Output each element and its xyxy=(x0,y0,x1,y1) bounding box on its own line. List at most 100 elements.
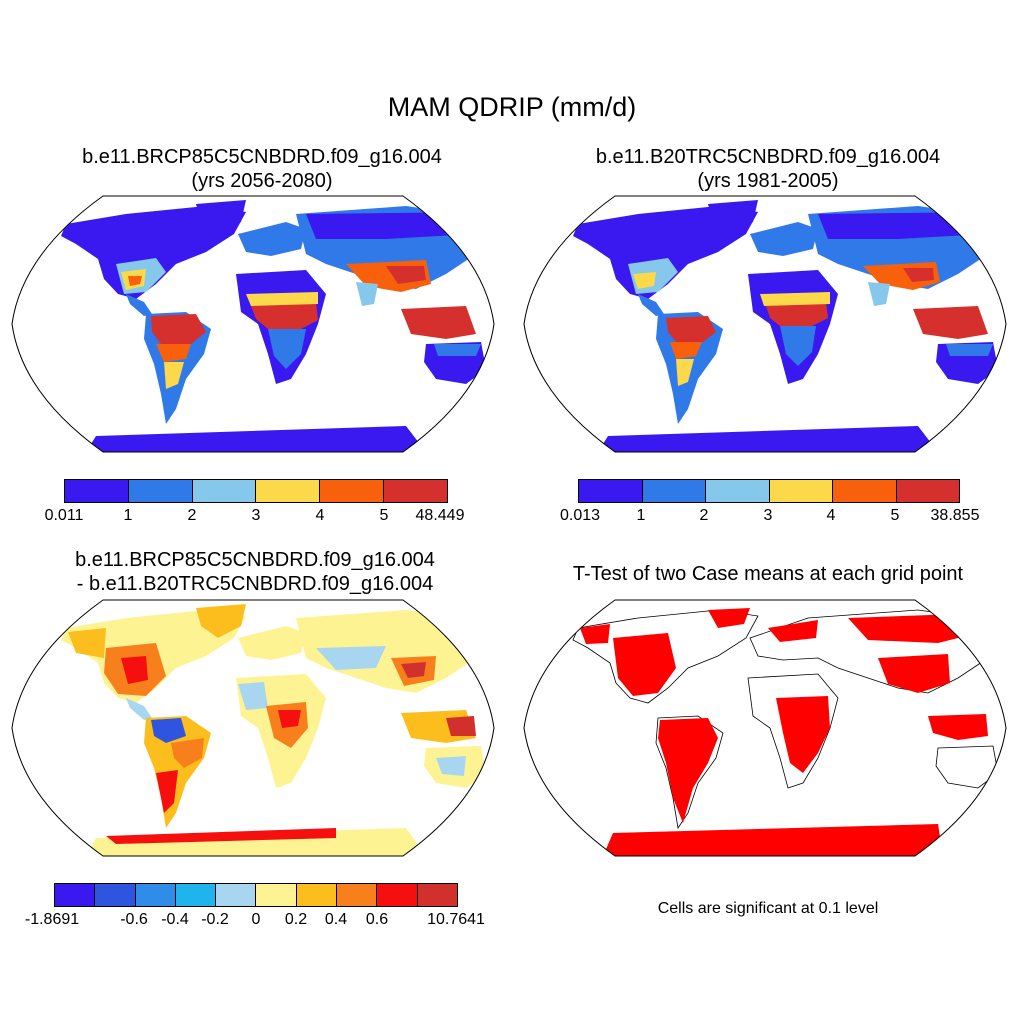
antarctica-edge xyxy=(106,828,336,844)
panel1-tick: 4 xyxy=(315,507,325,524)
panel4-title-line1: T-Test of two Case means at each grid po… xyxy=(572,563,964,585)
europe xyxy=(238,222,306,256)
panel1-map xyxy=(6,194,500,454)
panel3-colorbar-seg xyxy=(175,884,217,906)
sig-north-america-west xyxy=(580,624,610,644)
panel1-tick: 3 xyxy=(251,507,261,524)
panel3-title-line2: - b.e11.B20TRC5CNBDRD.f09_g16.004 xyxy=(76,573,434,595)
panel1-title-line1: b.e11.BRCP85C5CNBDRD.f09_g16.004 xyxy=(82,146,442,168)
panel2-tick: 1 xyxy=(636,507,646,524)
asia-mid xyxy=(316,646,386,670)
south-america-outline xyxy=(655,715,724,830)
panel1-tick: 48.449 xyxy=(415,507,465,524)
sig-asia-north xyxy=(848,614,978,643)
panel3-colorbar-seg xyxy=(256,884,297,906)
south-america-mid xyxy=(676,359,694,386)
panel1-colorbar-seg xyxy=(256,480,321,502)
north-america-se xyxy=(633,272,656,289)
globe-outline xyxy=(11,195,495,453)
panel1-tick: 2 xyxy=(187,507,197,524)
sig-africa xyxy=(776,696,830,773)
globe-outline xyxy=(11,599,495,857)
africa-west xyxy=(238,682,268,710)
central-america xyxy=(126,294,152,316)
australia-outline xyxy=(935,745,999,789)
panel2-tick: 5 xyxy=(890,507,900,524)
europe xyxy=(750,222,818,256)
panel1-colorbar-seg xyxy=(65,480,129,502)
panel2-title: b.e11.B20TRC5CNBDRD.f09_g16.004 (yrs 198… xyxy=(512,145,1024,193)
australia-coast xyxy=(434,344,481,356)
antarctica xyxy=(86,426,426,452)
globe-outline xyxy=(523,195,1007,453)
panel1-colorbar xyxy=(64,479,448,503)
panel3-tick: -0.4 xyxy=(161,911,189,928)
panel2-colorbar-seg xyxy=(579,480,643,502)
africa-core xyxy=(278,710,301,728)
panel2-title-line1: b.e11.B20TRC5CNBDRD.f09_g16.004 xyxy=(595,146,941,168)
panel3-colorbar-seg xyxy=(417,884,457,906)
panel3-tick: -1.8691 xyxy=(24,911,80,928)
panel2-tick: 4 xyxy=(826,507,836,524)
panel1-colorbar-seg xyxy=(128,480,193,502)
africa-south xyxy=(268,329,306,369)
asia-east-core xyxy=(401,662,426,678)
central-america xyxy=(126,698,152,720)
south-america-wet xyxy=(670,342,702,359)
panel3-colorbar-seg xyxy=(296,884,338,906)
panel3-tick: 10.7641 xyxy=(427,911,485,928)
panel3-colorbar-seg xyxy=(377,884,418,906)
panel2-colorbar-seg xyxy=(769,480,833,502)
africa-sahel xyxy=(760,292,830,306)
antarctica xyxy=(598,426,938,452)
panel1-title-line2: (yrs 2056-2080) xyxy=(191,170,333,192)
panel1-tick: 0.011 xyxy=(44,507,84,524)
panel2-colorbar-seg xyxy=(833,480,897,502)
sig-greenland xyxy=(708,608,750,628)
north-america-core xyxy=(121,656,148,684)
panel2-map xyxy=(518,194,1012,454)
panel4-map xyxy=(518,598,1012,858)
sig-south-america xyxy=(658,718,718,823)
africa-outline xyxy=(747,673,839,789)
north-america xyxy=(61,206,246,299)
panel3-colorbar-seg xyxy=(135,884,176,906)
sig-asia-east xyxy=(878,654,950,693)
panel2-colorbar-seg xyxy=(642,480,706,502)
panel2-colorbar-seg xyxy=(706,480,770,502)
australia-inner xyxy=(436,756,466,776)
maritime-core xyxy=(446,716,476,736)
sig-north-america xyxy=(613,633,676,696)
south-america-south xyxy=(156,770,178,813)
asia-north xyxy=(306,212,476,239)
asia-south-core xyxy=(386,266,426,284)
asia-north xyxy=(818,212,988,239)
panel3-tick: 0.6 xyxy=(365,911,389,928)
panel2-title-line2: (yrs 1981-2005) xyxy=(697,170,839,192)
panel2-tick: 2 xyxy=(699,507,709,524)
panel1-title: b.e11.BRCP85C5CNBDRD.f09_g16.004 (yrs 20… xyxy=(6,145,518,193)
sig-antarctica xyxy=(603,824,943,856)
australia-coast xyxy=(946,344,993,356)
greenland xyxy=(196,604,246,638)
panel3-tick: -0.6 xyxy=(120,911,148,928)
sig-maritime xyxy=(928,714,988,740)
south-america-dry xyxy=(151,718,186,743)
panel1-tick: 5 xyxy=(379,507,389,524)
panel3-colorbar-seg xyxy=(337,884,378,906)
globe-outline xyxy=(523,599,1007,857)
panel3-colorbar-seg xyxy=(55,884,96,906)
panel3-tick: 0.2 xyxy=(284,911,308,928)
south-america-wet xyxy=(156,344,191,362)
africa-equatorial xyxy=(251,302,318,329)
greenland xyxy=(196,200,246,234)
greenland xyxy=(708,200,758,234)
africa-south xyxy=(780,326,816,366)
panel3-title-line1: b.e11.BRCP85C5CNBDRD.f09_g16.004 xyxy=(75,549,435,571)
sig-europe xyxy=(768,620,818,642)
north-america xyxy=(573,206,758,299)
asia-south-core xyxy=(903,268,934,282)
maritime-continent xyxy=(913,306,988,339)
panel3-title: b.e11.BRCP85C5CNBDRD.f09_g16.004 - b.e11… xyxy=(0,548,510,596)
panel3-colorbar-seg xyxy=(216,884,257,906)
